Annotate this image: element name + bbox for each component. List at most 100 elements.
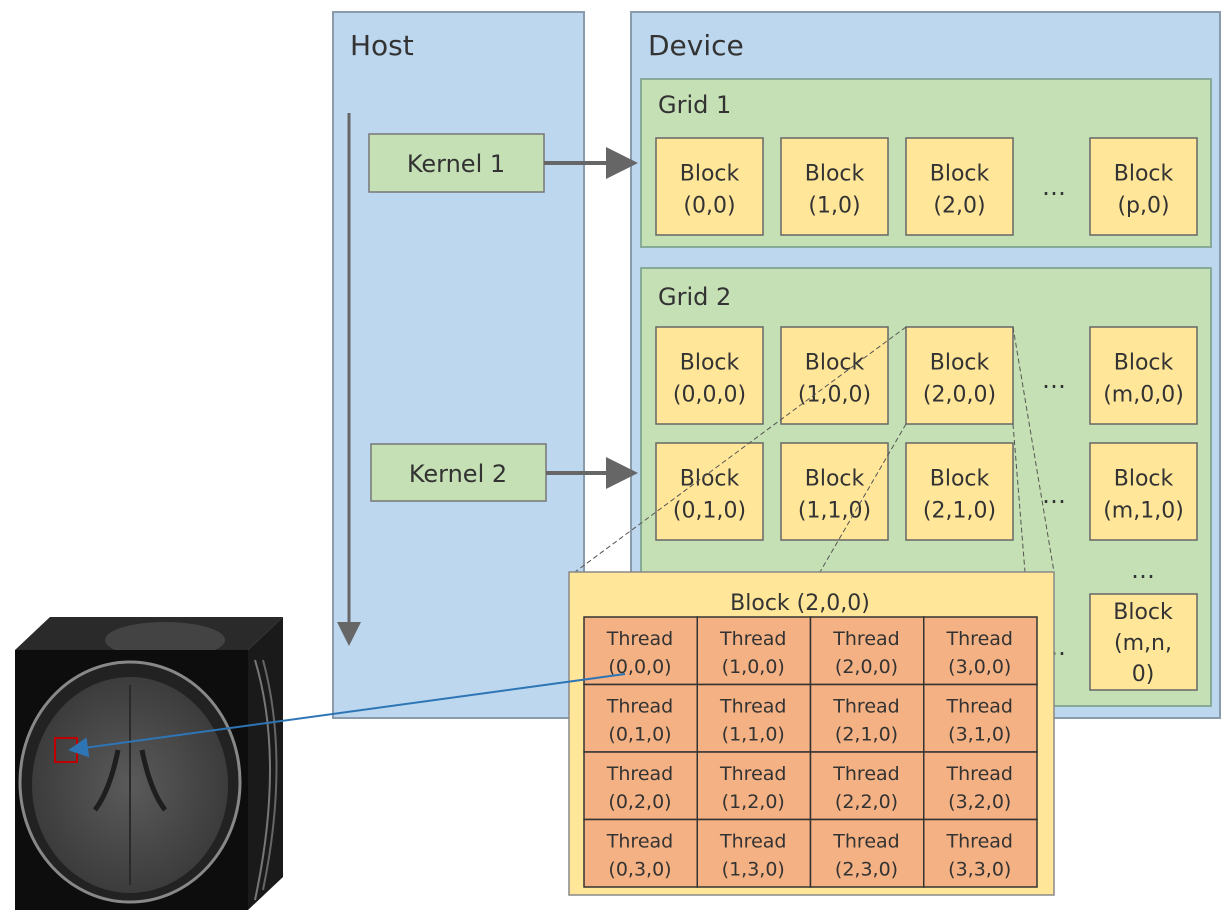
svg-text:(1,1,0): (1,1,0) <box>722 724 785 746</box>
svg-text:(0,0): (0,0) <box>683 194 735 219</box>
svg-text:(3,2,0): (3,2,0) <box>948 791 1011 813</box>
thread-cell: Thread (1,2,0) <box>696 751 812 821</box>
thread-cell: Thread (3,2,0) <box>923 751 1038 821</box>
svg-text:Thread: Thread <box>946 696 1013 718</box>
thread-cell: Thread (2,1,0) <box>809 683 925 753</box>
grid-1-block: Block (p,0) <box>1089 137 1198 236</box>
block-m-n-0: Block (m,n, 0) <box>1089 593 1198 691</box>
svg-text:Kernel 1: Kernel 1 <box>407 150 505 178</box>
grid-2-block: Block (1,1,0) <box>780 442 889 541</box>
svg-text:(2,2,0): (2,2,0) <box>835 791 898 813</box>
svg-text:(0,1,0): (0,1,0) <box>608 724 671 746</box>
svg-text:Thread: Thread <box>946 628 1013 650</box>
svg-text:(0,3,0): (0,3,0) <box>608 859 671 881</box>
grid-2-block: Block (0,0,0) <box>655 326 764 425</box>
grid-2-block: Block (2,1,0) <box>905 442 1014 541</box>
thread-cell: Thread (2,3,0) <box>809 818 925 888</box>
svg-text:Block: Block <box>680 162 740 187</box>
thread-cell: Thread (0,2,0) <box>583 751 698 821</box>
svg-text:Thread: Thread <box>832 831 899 853</box>
svg-text:(0,1,0): (0,1,0) <box>673 499 746 524</box>
svg-text:Block: Block <box>930 467 990 492</box>
kernel-1: Kernel 1 <box>368 133 545 193</box>
svg-text:(1,3,0): (1,3,0) <box>722 859 785 881</box>
svg-text:(m,1,0): (m,1,0) <box>1103 499 1184 524</box>
svg-text:Thread: Thread <box>832 628 899 650</box>
thread-cell: Thread (0,0,0) <box>583 616 698 686</box>
ellipsis: … <box>1042 173 1066 201</box>
grid-2-title: Grid 2 <box>658 283 731 311</box>
zoom-guide-lines <box>574 326 1055 573</box>
svg-text:Thread: Thread <box>719 696 786 718</box>
vertical-ellipsis: … <box>1131 556 1155 584</box>
device-title: Device <box>648 29 744 62</box>
svg-text:(0,0,0): (0,0,0) <box>608 656 671 678</box>
svg-text:(0,0,0): (0,0,0) <box>673 383 746 408</box>
kernel-2: Kernel 2 <box>370 443 547 502</box>
svg-text:(0,2,0): (0,2,0) <box>608 791 671 813</box>
svg-text:(1,2,0): (1,2,0) <box>722 791 785 813</box>
svg-text:Block: Block <box>930 162 990 187</box>
svg-text:Thread: Thread <box>606 696 673 718</box>
svg-text:(2,1,0): (2,1,0) <box>835 724 898 746</box>
svg-text:Thread: Thread <box>719 831 786 853</box>
thread-cell: Thread (2,2,0) <box>809 751 925 821</box>
grid-2-block: Block (1,0,0) <box>780 326 889 425</box>
thread-cell: Thread (3,1,0) <box>923 683 1038 753</box>
svg-text:Thread: Thread <box>719 628 786 650</box>
svg-text:Block: Block <box>805 467 865 492</box>
svg-text:(1,0,0): (1,0,0) <box>798 383 871 408</box>
thread-cell: Thread (1,1,0) <box>696 683 812 753</box>
svg-text:Block: Block <box>805 162 865 187</box>
svg-text:(2,0): (2,0) <box>933 194 985 219</box>
svg-text:Block: Block <box>1113 600 1173 625</box>
thread-cell: Thread (0,1,0) <box>583 683 698 753</box>
svg-text:(2,0,0): (2,0,0) <box>835 656 898 678</box>
svg-text:Block: Block <box>1114 467 1174 492</box>
grid-2-block: Block (2,0,0) <box>905 326 1014 425</box>
svg-text:Thread: Thread <box>606 763 673 785</box>
svg-text:(1,1,0): (1,1,0) <box>798 499 871 524</box>
ellipsis: … <box>1042 366 1066 394</box>
svg-text:(2,0,0): (2,0,0) <box>923 383 996 408</box>
svg-text:Thread: Thread <box>719 763 786 785</box>
brain-mri-volume <box>15 617 283 910</box>
host-panel <box>332 11 585 719</box>
grid-2-block: Block (m,0,0) <box>1089 326 1198 425</box>
svg-text:Block: Block <box>1114 351 1174 376</box>
svg-text:(3,1,0): (3,1,0) <box>948 724 1011 746</box>
thread-to-voxel-pointer <box>68 673 626 758</box>
svg-text:Thread: Thread <box>606 831 673 853</box>
svg-text:Kernel 2: Kernel 2 <box>409 460 507 488</box>
svg-text:(3,0,0): (3,0,0) <box>948 656 1011 678</box>
thread-cell: Thread (2,0,0) <box>809 616 925 686</box>
svg-text:(3,3,0): (3,3,0) <box>948 859 1011 881</box>
svg-text:0): 0) <box>1132 662 1155 687</box>
svg-text:Block: Block <box>805 351 865 376</box>
svg-text:(p,0): (p,0) <box>1117 194 1169 219</box>
svg-text:Block: Block <box>1114 162 1174 187</box>
thread-cell: Thread (1,3,0) <box>696 818 812 888</box>
svg-text:(2,1,0): (2,1,0) <box>923 499 996 524</box>
svg-text:Thread: Thread <box>606 628 673 650</box>
zoomed-block-title: Block (2,0,0) <box>730 591 870 616</box>
thread-cell: Thread (1,0,0) <box>696 616 812 686</box>
svg-text:(m,n,: (m,n, <box>1114 631 1172 656</box>
grid-1-block: Block (2,0) <box>905 137 1014 236</box>
svg-text:Block: Block <box>680 467 740 492</box>
grid-1-block: Block (0,0) <box>655 137 764 236</box>
grid-1-block: Block (1,0) <box>780 137 889 236</box>
svg-text:(m,0,0): (m,0,0) <box>1103 383 1184 408</box>
grid-1-title: Grid 1 <box>658 91 731 119</box>
svg-text:Thread: Thread <box>946 831 1013 853</box>
svg-text:(2,3,0): (2,3,0) <box>835 859 898 881</box>
svg-text:Block: Block <box>680 351 740 376</box>
svg-text:(1,0,0): (1,0,0) <box>722 656 785 678</box>
svg-text:(1,0): (1,0) <box>808 194 860 219</box>
thread-cell: Thread (3,3,0) <box>923 818 1038 888</box>
svg-text:Thread: Thread <box>832 696 899 718</box>
svg-text:Thread: Thread <box>832 763 899 785</box>
thread-cell: Thread (3,0,0) <box>923 616 1038 686</box>
thread-cell: Thread (0,3,0) <box>583 818 698 888</box>
